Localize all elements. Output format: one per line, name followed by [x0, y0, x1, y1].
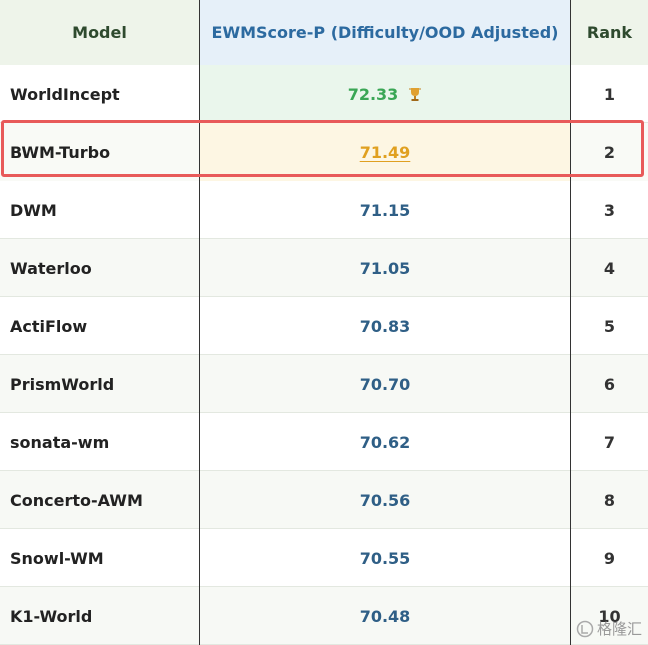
rank: 4 — [603, 258, 616, 278]
score-cell: 70.62 — [199, 413, 571, 471]
header-text: Model — [72, 23, 127, 42]
header-text: Rank — [586, 23, 633, 42]
rank-cell: 1 — [571, 65, 648, 123]
score-cell: 70.70 — [199, 355, 571, 413]
score-cell: 70.56 — [199, 471, 571, 529]
rank: 3 — [603, 200, 616, 220]
model-name-cell: BWM-Turbo — [0, 123, 199, 181]
table-row: ActiFlow 70.83 5 — [0, 297, 648, 355]
rank-cell: 7 — [571, 413, 648, 471]
rank: 2 — [603, 142, 616, 162]
rank: 8 — [603, 490, 616, 510]
table-row: K1-World 70.48 10 — [0, 587, 648, 645]
rank-cell: 10 — [571, 587, 648, 645]
model-name: ActiFlow — [10, 316, 88, 336]
model-name: Waterloo — [10, 258, 92, 278]
table-row: Concerto-AWM 70.56 8 — [0, 471, 648, 529]
rank-cell: 3 — [571, 181, 648, 239]
header-text: EWMScore-P (Difficulty/OOD Adjusted) — [211, 23, 559, 42]
model-name-cell: ActiFlow — [0, 297, 199, 355]
highlight-box — [1, 120, 644, 177]
rank: 6 — [603, 374, 616, 394]
score: 71.15 — [359, 200, 411, 220]
score-cell: 71.15 — [199, 181, 571, 239]
rank-cell: 4 — [571, 239, 648, 297]
header-cell: EWMScore-P (Difficulty/OOD Adjusted) — [199, 0, 571, 65]
model-name: BWM-Turbo — [10, 142, 111, 162]
model-name: Concerto-AWM — [10, 490, 143, 510]
score: 71.05 — [359, 258, 411, 278]
model-name-cell: K1-World — [0, 587, 199, 645]
rank-cell: 8 — [571, 471, 648, 529]
score: 70.70 — [359, 374, 411, 394]
model-name: DWM — [10, 200, 57, 220]
table-row: PrismWorld 70.70 6 — [0, 355, 648, 413]
score: 70.62 — [359, 432, 411, 452]
watermark: 格隆汇 — [576, 618, 642, 639]
model-name: K1-World — [10, 606, 93, 626]
trophy-icon — [409, 88, 422, 101]
table-row: WorldIncept 72.33 1 — [0, 65, 648, 123]
score-cell: 70.83 — [199, 297, 571, 355]
model-name: Snowl-WM — [10, 548, 104, 568]
model-name-cell: Snowl-WM — [0, 529, 199, 587]
rank: 9 — [603, 548, 616, 568]
model-name: PrismWorld — [10, 374, 115, 394]
score: 70.83 — [359, 316, 411, 336]
rank: 10 — [598, 606, 621, 626]
rank: 5 — [603, 316, 616, 336]
model-name: sonata-wm — [10, 432, 110, 452]
table-row: BWM-Turbo 71.49 2 — [0, 123, 648, 181]
model-name-cell: WorldIncept — [0, 65, 199, 123]
model-name-cell: PrismWorld — [0, 355, 199, 413]
model-name-cell: DWM — [0, 181, 199, 239]
rank-cell: 6 — [571, 355, 648, 413]
rank-cell: 2 — [571, 123, 648, 181]
score-cell: 71.05 — [199, 239, 571, 297]
watermark-logo — [576, 620, 594, 637]
model-name-cell: sonata-wm — [0, 413, 199, 471]
table-row: Snowl-WM 70.55 9 — [0, 529, 648, 587]
score-cell: 70.48 — [199, 587, 571, 645]
watermark-text: 格隆汇 — [596, 620, 642, 638]
score: 70.55 — [359, 548, 411, 568]
header-cell: Rank — [571, 0, 648, 65]
rank: 1 — [603, 84, 616, 104]
rank: 7 — [603, 432, 616, 452]
table-row: sonata-wm 70.62 7 — [0, 413, 648, 471]
score: 71.49 — [359, 142, 411, 162]
model-name-cell: Concerto-AWM — [0, 471, 199, 529]
score-cell: 71.49 — [199, 123, 571, 181]
header-cell: Model — [0, 0, 199, 65]
model-name-cell: Waterloo — [0, 239, 199, 297]
table-row: DWM 71.15 3 — [0, 181, 648, 239]
model-name: WorldIncept — [10, 84, 120, 104]
score-cell: 72.33 — [199, 65, 571, 123]
rank-cell: 9 — [571, 529, 648, 587]
header-row: Model EWMScore-P (Difficulty/OOD Adjusted… — [0, 0, 648, 65]
rank-cell: 5 — [571, 297, 648, 355]
table-row: Waterloo 71.05 4 — [0, 239, 648, 297]
score: 70.48 — [359, 606, 411, 626]
score: 72.33 — [347, 84, 399, 104]
score-cell: 70.55 — [199, 529, 571, 587]
score: 70.56 — [359, 490, 411, 510]
